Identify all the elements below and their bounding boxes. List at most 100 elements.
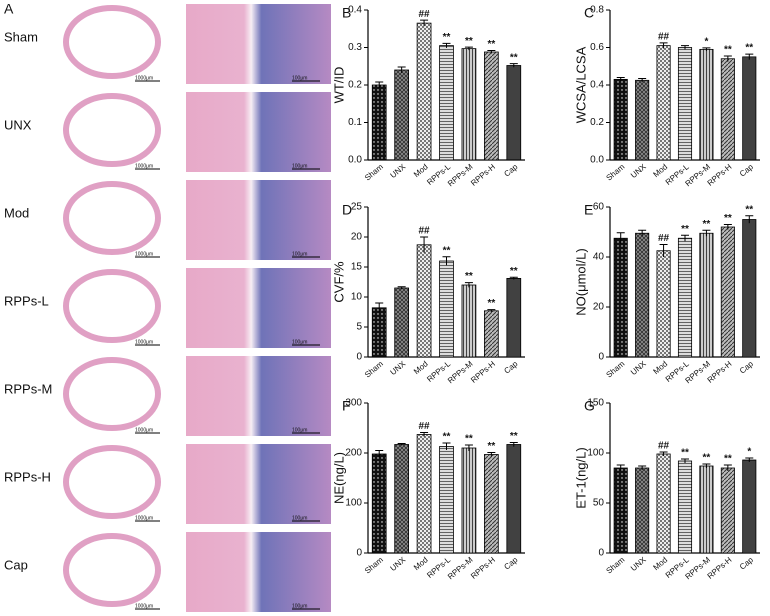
y-tick-label: 100 [587,448,604,459]
error-bar [420,236,429,253]
x-tick-label: Cap [502,555,519,572]
scale-bar-label: 100μm [292,75,307,81]
bar [720,226,735,358]
panel-label: A [4,1,14,17]
significance-label: ** [724,45,732,56]
bar [506,277,522,358]
bar [613,467,628,554]
histology-image [186,4,331,84]
error-bar [464,46,473,51]
scale-bar-label: 100μm [292,339,307,345]
bar [613,78,628,161]
bar [439,446,454,554]
bar [416,434,432,554]
bar [742,56,757,161]
y-tick-label: 0 [356,548,362,559]
bar [484,51,499,161]
error-bar [659,42,668,49]
y-tick-label: 0.3 [348,42,362,53]
vessel-image [63,5,161,79]
y-axis-label: ET-1(ng/L) [573,447,588,508]
bar [677,47,693,161]
x-tick-label: UNX [629,555,648,573]
x-tick-label: RPPs-M [446,555,475,581]
significance-label: ## [658,31,670,42]
scale-bar-label: 100μm [292,603,307,609]
scale-bar-label: 1000μm [135,339,153,345]
error-bar [638,229,647,237]
panel-label: E [584,202,593,218]
significance-label: ** [487,298,495,309]
bar [394,444,409,554]
x-tick-label: Sham [363,359,385,380]
error-bar [702,229,711,237]
x-tick-label: Cap [502,359,519,376]
error-bar [702,463,711,468]
significance-label: ## [419,421,431,432]
significance-label: ## [658,441,670,452]
x-tick-label: RPPs-H [706,359,734,385]
y-tick-label: 150 [587,398,604,409]
y-tick-label: 50 [593,498,605,509]
bar [656,45,671,161]
group-label: Sham [4,29,38,44]
y-tick-label: 0 [598,548,604,559]
significance-label: ** [703,219,711,230]
bar [742,459,757,554]
bar [656,250,671,358]
vessel-image [63,269,161,343]
scale-bar-label: 1000μm [135,427,153,433]
y-tick-label: 20 [593,302,605,313]
y-tick-label: 0.6 [590,42,604,53]
scale-bar-label: 100μm [292,251,307,257]
error-bar [509,442,518,447]
y-tick-label: 0 [598,352,604,363]
y-axis-label: WCSA/LCSA [573,46,588,123]
bar [416,244,432,358]
significance-label: ## [658,233,670,244]
bar [677,460,693,554]
y-tick-label: 0.0 [348,155,362,166]
x-tick-label: Mod [412,162,430,179]
x-tick-label: UNX [389,555,408,573]
bar [461,48,477,161]
error-bar [659,451,668,456]
error-bar [442,256,451,266]
bar [699,48,714,161]
significance-label: ** [465,36,473,47]
bar [635,467,650,554]
bar [677,237,693,358]
error-bar [397,286,406,290]
significance-label: ** [465,434,473,445]
significance-label: ** [443,32,451,43]
error-bar [616,232,625,244]
bar [635,79,650,161]
error-bar [397,443,406,446]
x-tick-label: UNX [389,162,408,180]
error-bar [487,309,496,312]
bar [484,454,499,554]
y-tick-label: 60 [593,202,605,213]
significance-label: ** [487,39,495,50]
error-bar [723,224,732,230]
significance-label: ** [745,43,753,54]
error-bar [616,464,625,471]
histology-image [186,268,331,348]
vessel-image [63,181,161,255]
x-tick-label: RPPs-M [446,162,475,188]
significance-label: ** [443,432,451,443]
histology-image [186,356,331,436]
error-bar [487,452,496,457]
scale-bar-label: 1000μm [135,163,153,169]
bar [371,84,387,161]
y-axis-label: CVF/% [331,261,346,303]
error-bar [375,81,384,88]
error-bar [509,63,518,68]
error-bar [681,45,689,50]
error-bar [723,464,732,471]
error-bar [464,444,473,451]
group-label: RPPs-H [4,469,51,484]
y-tick-label: 200 [345,448,362,459]
y-tick-label: 0.2 [590,117,604,128]
